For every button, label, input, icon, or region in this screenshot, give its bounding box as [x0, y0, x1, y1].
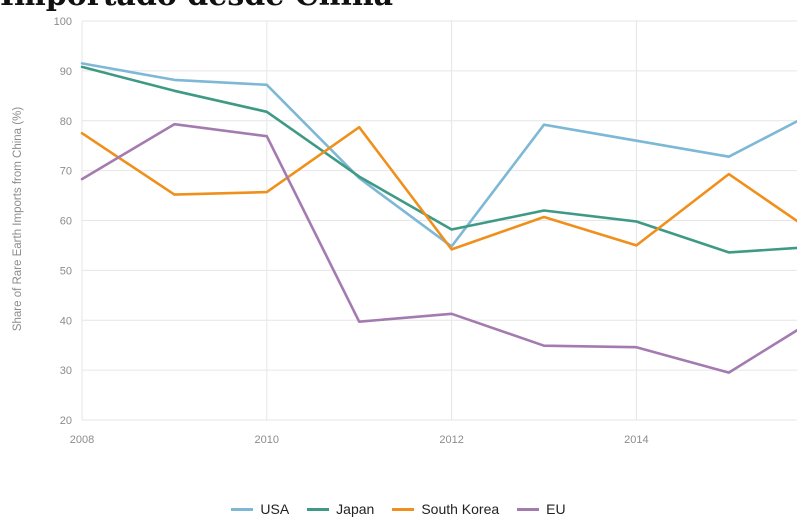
- legend-swatch: [517, 507, 540, 511]
- legend: USA Japan South Korea EU: [0, 500, 797, 518]
- x-tick-label: 2010: [255, 434, 279, 446]
- y-tick-label: 100: [54, 16, 72, 28]
- legend-item-japan: Japan: [307, 501, 374, 517]
- y-tick-label: 50: [60, 265, 72, 277]
- x-tick-label: 2008: [70, 434, 94, 446]
- legend-label: USA: [260, 501, 290, 517]
- series-line-japan: [80, 65, 797, 254]
- x-tick-label: 2014: [624, 434, 648, 446]
- x-tick-label: 2012: [439, 434, 463, 446]
- series-lines: [80, 62, 797, 374]
- legend-swatch: [231, 507, 254, 511]
- y-tick-label: 30: [60, 365, 72, 377]
- legend-swatch: [307, 507, 330, 511]
- legend-item-south-korea: South Korea: [392, 501, 499, 517]
- legend-label: Japan: [336, 501, 375, 517]
- y-tick-label: 20: [60, 415, 72, 427]
- y-axis-ticks: 20 30 40 50 60 70 80 90 100: [54, 16, 72, 427]
- y-tick-label: 90: [60, 66, 72, 78]
- x-axis-ticks: 200820102012201420162018: [70, 434, 649, 446]
- gridlines: [81, 20, 797, 421]
- y-tick-label: 60: [60, 216, 72, 228]
- legend-swatch: [392, 507, 415, 511]
- series-line-usa: [80, 62, 797, 248]
- y-axis-label: Share of Rare Earth Imports from China (…: [12, 107, 24, 331]
- legend-label: EU: [546, 501, 566, 517]
- y-tick-label: 80: [60, 116, 72, 128]
- chart-title: Importado desde China: [0, 0, 797, 14]
- y-tick-label: 40: [60, 315, 72, 327]
- legend-item-eu: EU: [517, 501, 566, 517]
- legend-label: South Korea: [421, 501, 500, 517]
- y-tick-label: 70: [60, 166, 72, 178]
- series-line-eu: [80, 122, 797, 374]
- legend-item-usa: USA: [231, 501, 289, 517]
- series-line-south-korea: [80, 125, 797, 251]
